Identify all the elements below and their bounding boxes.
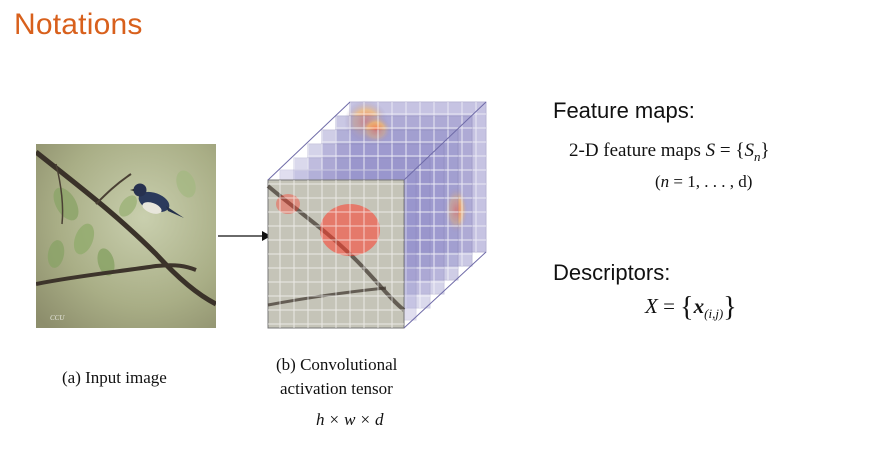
dim-h: h <box>316 410 325 429</box>
descriptor-sub: (i,j) <box>704 306 724 321</box>
feature-maps-range: (n = 1, . . . , d) <box>655 172 753 191</box>
activation-tensor <box>266 100 487 329</box>
descriptors-symbol: X <box>645 294 658 318</box>
descriptors-definition: X = {x(i,j)} <box>645 292 737 323</box>
dim-d: d <box>375 410 384 429</box>
tensor-dimensions: h × w × d <box>316 410 384 430</box>
times-symbol-2: × <box>360 410 371 429</box>
right-arrow-icon <box>218 231 271 241</box>
descriptor-vector: x <box>693 294 705 318</box>
tensor-caption: (b) Convolutional activation tensor <box>276 353 397 401</box>
feature-maps-set-var: S <box>744 140 754 161</box>
feature-maps-range-rest: = 1, . . . , d) <box>673 172 753 191</box>
bird-photo: CCU <box>36 144 216 328</box>
descriptors-heading: Descriptors: <box>553 260 671 285</box>
times-symbol-1: × <box>329 410 340 429</box>
feature-maps-heading: Feature maps: <box>553 98 695 123</box>
dim-w: w <box>344 410 356 429</box>
feature-maps-symbol: S <box>705 140 716 161</box>
feature-maps-set-sub: n <box>753 149 761 164</box>
svg-text:CCU: CCU <box>50 314 65 322</box>
slide-title: Notations <box>14 8 143 41</box>
tensor-caption-line2: activation tensor <box>280 379 393 398</box>
feature-maps-prefix: 2-D feature maps <box>569 140 701 161</box>
tensor-caption-line1: (b) Convolutional <box>276 355 398 374</box>
feature-maps-definition: 2-D feature maps S = {Sn} <box>569 140 770 164</box>
input-image-caption: (a) Input image <box>62 368 167 387</box>
feature-maps-range-var: n <box>660 172 670 191</box>
